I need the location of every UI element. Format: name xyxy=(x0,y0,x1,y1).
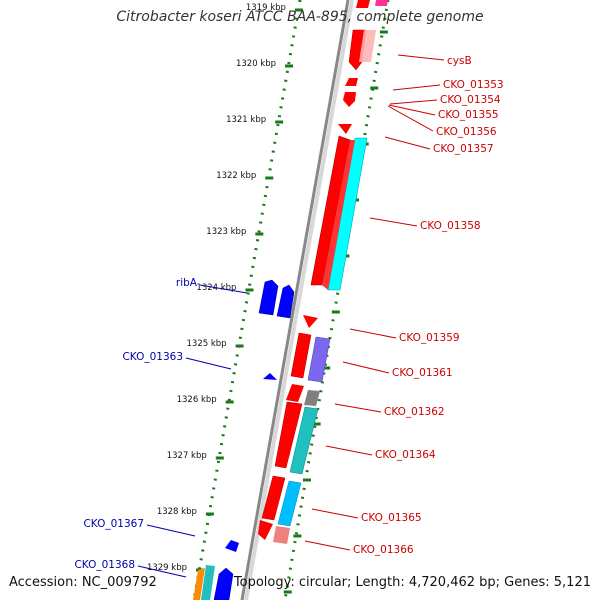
gene-CKO_01362-red xyxy=(286,384,304,402)
forward-genes xyxy=(258,0,388,544)
gene-label-leader xyxy=(349,328,397,339)
gene-labels: cysB CKO_01353 CKO_01354 CKO_01355 CKO_01356… xyxy=(74,54,504,578)
gene-CKO_01367[interactable] xyxy=(225,540,239,552)
gene-label[interactable]: CKO_01362 xyxy=(384,406,445,418)
gene-CKO_01354[interactable] xyxy=(343,92,356,107)
gene-label-leader xyxy=(369,217,418,227)
gene-label[interactable]: cysB xyxy=(447,55,472,67)
gene-CKO_01361-red xyxy=(290,332,312,379)
gene-CKO_01353[interactable] xyxy=(345,78,358,86)
ruler-tick-label: 1328 kbp xyxy=(157,507,197,517)
gene-CKO_01362[interactable] xyxy=(304,390,320,406)
gene-label[interactable]: CKO_01356 xyxy=(436,126,497,138)
gene-label-leader xyxy=(146,524,196,537)
gene-label-leader xyxy=(392,84,441,91)
reverse-genes xyxy=(193,279,295,600)
ruler-tick-label: 1321 kbp xyxy=(226,115,266,125)
gene-CKO_01368[interactable] xyxy=(213,567,234,600)
ruler-tick-label: 1325 kbp xyxy=(187,339,227,349)
gene-ribA[interactable] xyxy=(258,279,279,316)
gene-CKO_01368-orange xyxy=(193,568,205,600)
gene-CKO_01366-red xyxy=(258,520,273,540)
genome-summary-text: Topology: circular; Length: 4,720,462 bp… xyxy=(233,575,591,590)
gene-label-leader xyxy=(304,540,351,551)
gene-CKO_01361[interactable] xyxy=(307,336,331,383)
gene-label[interactable]: CKO_01354 xyxy=(440,94,501,106)
gene-label-leader xyxy=(388,104,436,116)
gene-CKO_01356[interactable] xyxy=(338,124,352,134)
gene-CKO_01365-red xyxy=(261,475,286,521)
gene-label[interactable]: CKO_01363 xyxy=(122,351,183,363)
gene-label-leader xyxy=(397,54,445,61)
ruler-tick-label: 1319 kbp xyxy=(246,3,286,13)
gene-label[interactable]: CKO_01367 xyxy=(83,518,144,530)
gene-label[interactable]: CKO_01353 xyxy=(443,79,504,91)
gene-label[interactable]: CKO_01365 xyxy=(361,512,422,524)
gene-CKO_01368-teal xyxy=(201,565,215,600)
gene-ribA-2 xyxy=(276,284,295,319)
gene-top-pink xyxy=(375,0,388,6)
gene-label[interactable]: CKO_01368 xyxy=(74,559,135,571)
gene-label-leader xyxy=(384,136,431,150)
gene-CKO_01358-left xyxy=(322,140,355,290)
gene-label[interactable]: CKO_01355 xyxy=(438,109,499,121)
gene-CKO_01364[interactable] xyxy=(289,406,319,475)
accession-text: Accession: NC_009792 xyxy=(9,575,157,590)
gene-label-leader xyxy=(185,357,232,370)
gene-cysB-partner xyxy=(359,30,376,62)
gene-label-leader xyxy=(334,403,382,413)
gene-top xyxy=(356,0,370,8)
gene-label[interactable]: CKO_01359 xyxy=(399,332,460,344)
ruler-tick-label: 1322 kbp xyxy=(216,171,256,181)
ruler-ticks: 1319 kbp 1320 kbp 1321 kbp 1322 kbp 1323 kbp… xyxy=(147,3,388,594)
ruler-tick-label: 1327 kbp xyxy=(167,451,207,461)
gene-label[interactable]: CKO_01364 xyxy=(375,449,436,461)
ruler-tick-label: 1320 kbp xyxy=(236,59,276,69)
gene-label-leader xyxy=(342,361,390,374)
ruler-tick-label: 1329 kbp xyxy=(147,563,187,573)
gene-CKO_01359[interactable] xyxy=(303,315,318,328)
gene-label[interactable]: CKO_01361 xyxy=(392,367,453,379)
ruler-tick-label: 1323 kbp xyxy=(206,227,246,237)
gene-CKO_01363[interactable] xyxy=(263,373,277,380)
gene-CKO_01365[interactable] xyxy=(277,480,302,527)
backbone xyxy=(240,0,354,600)
gene-label-leader xyxy=(325,445,373,456)
gene-CKO_01364-red xyxy=(274,401,303,469)
ruler-tick-label: 1326 kbp xyxy=(177,395,217,405)
gene-label[interactable]: CKO_01358 xyxy=(420,220,481,232)
gene-label-leader xyxy=(199,284,248,294)
gene-label[interactable]: ribA xyxy=(176,277,198,289)
gene-label-leader xyxy=(389,99,438,105)
gene-label-leader xyxy=(311,508,359,519)
gene-label-leader xyxy=(387,105,434,132)
gene-CKO_01366[interactable] xyxy=(273,526,290,544)
gene-label[interactable]: CKO_01357 xyxy=(433,143,494,155)
gene-label[interactable]: CKO_01366 xyxy=(353,544,414,556)
gene-label-leader xyxy=(137,565,187,578)
